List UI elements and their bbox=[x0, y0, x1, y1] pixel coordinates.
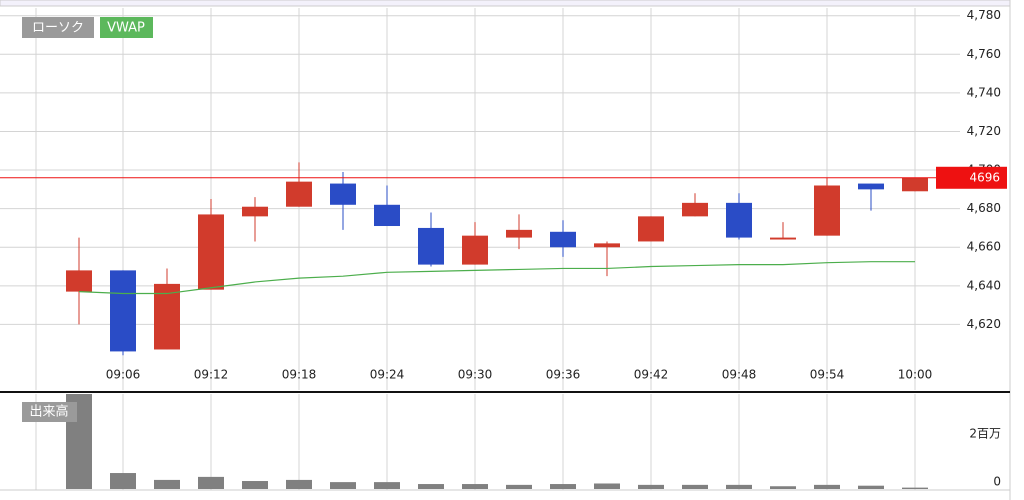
x-tick-label: 10:00 bbox=[898, 368, 933, 382]
x-tick-label: 09:36 bbox=[546, 368, 581, 382]
vwap-line bbox=[78, 261, 915, 295]
volume-bar bbox=[814, 484, 840, 489]
candle-body bbox=[286, 181, 312, 207]
candle-body bbox=[418, 227, 444, 265]
last-price-label: 4696 bbox=[969, 170, 1000, 184]
y-tick-label: 4,720 bbox=[967, 124, 1001, 138]
candle-body bbox=[110, 270, 136, 352]
legend-label: 出来高 bbox=[29, 404, 68, 420]
volume-bar bbox=[242, 481, 268, 489]
overlay: 4696 bbox=[0, 166, 1007, 189]
y-tick-label: 0 bbox=[993, 475, 1001, 489]
legend-label: ローソク bbox=[32, 21, 84, 36]
candle-body bbox=[858, 183, 884, 190]
candle-body bbox=[770, 237, 796, 240]
candle-body bbox=[66, 270, 92, 292]
volume-bar bbox=[726, 484, 752, 489]
volume-bar bbox=[594, 483, 620, 489]
marks bbox=[66, 162, 928, 489]
x-tick-label: 09:12 bbox=[194, 368, 229, 382]
candle-body bbox=[154, 283, 180, 350]
candle-body bbox=[330, 183, 356, 205]
grid: 4,6204,6404,6604,6804,7004,7204,7404,760… bbox=[0, 8, 1001, 490]
x-tick-label: 09:42 bbox=[634, 368, 669, 382]
x-tick-label: 09:48 bbox=[722, 368, 757, 382]
candle-body bbox=[242, 206, 268, 217]
volume-bar bbox=[902, 487, 928, 489]
last-price-box bbox=[936, 166, 1007, 189]
candle-body bbox=[638, 216, 664, 242]
legend-box bbox=[22, 402, 77, 422]
volume-bar bbox=[154, 479, 180, 489]
candle-body bbox=[462, 235, 488, 265]
volume-bar bbox=[418, 484, 444, 489]
y-tick-label: 4,780 bbox=[967, 8, 1001, 22]
volume-bar bbox=[858, 485, 884, 489]
volume-bar bbox=[638, 484, 664, 489]
volume-bar bbox=[770, 486, 796, 489]
top-border bbox=[0, 0, 1011, 7]
candle-body bbox=[506, 229, 532, 238]
y-tick-label: 4,760 bbox=[967, 47, 1001, 61]
y-tick-label: 4,620 bbox=[967, 317, 1001, 331]
y-tick-label: 4,680 bbox=[967, 201, 1001, 215]
volume-bar bbox=[462, 484, 488, 489]
candle-body bbox=[374, 204, 400, 227]
y-tick-label: 4,640 bbox=[967, 278, 1001, 292]
candle-body bbox=[814, 185, 840, 236]
candle-body bbox=[198, 214, 224, 290]
volume-bar bbox=[286, 479, 312, 489]
legend-label: VWAP bbox=[107, 21, 145, 36]
candle-body bbox=[594, 243, 620, 248]
volume-bar bbox=[550, 484, 576, 489]
volume-bar bbox=[198, 476, 224, 489]
legend-box bbox=[22, 17, 94, 38]
volume-bar bbox=[682, 484, 708, 489]
candle-body bbox=[550, 231, 576, 248]
volume-bar bbox=[110, 473, 136, 489]
volume-bar bbox=[374, 482, 400, 489]
volume-bar bbox=[330, 482, 356, 489]
legend-box bbox=[100, 17, 153, 38]
y-tick-label: 4,660 bbox=[967, 240, 1001, 254]
candle-body bbox=[682, 202, 708, 217]
candle-body bbox=[902, 177, 928, 192]
y-tick-label: 4,740 bbox=[967, 85, 1001, 99]
y-tick-label: 2百万 bbox=[969, 426, 1001, 440]
x-tick-label: 09:24 bbox=[370, 368, 405, 382]
volume-bar bbox=[506, 484, 532, 489]
candle-body bbox=[726, 202, 752, 238]
x-tick-label: 09:30 bbox=[458, 368, 493, 382]
x-tick-label: 09:54 bbox=[810, 368, 845, 382]
x-tick-label: 09:06 bbox=[106, 368, 141, 382]
x-tick-label: 09:18 bbox=[282, 368, 317, 382]
